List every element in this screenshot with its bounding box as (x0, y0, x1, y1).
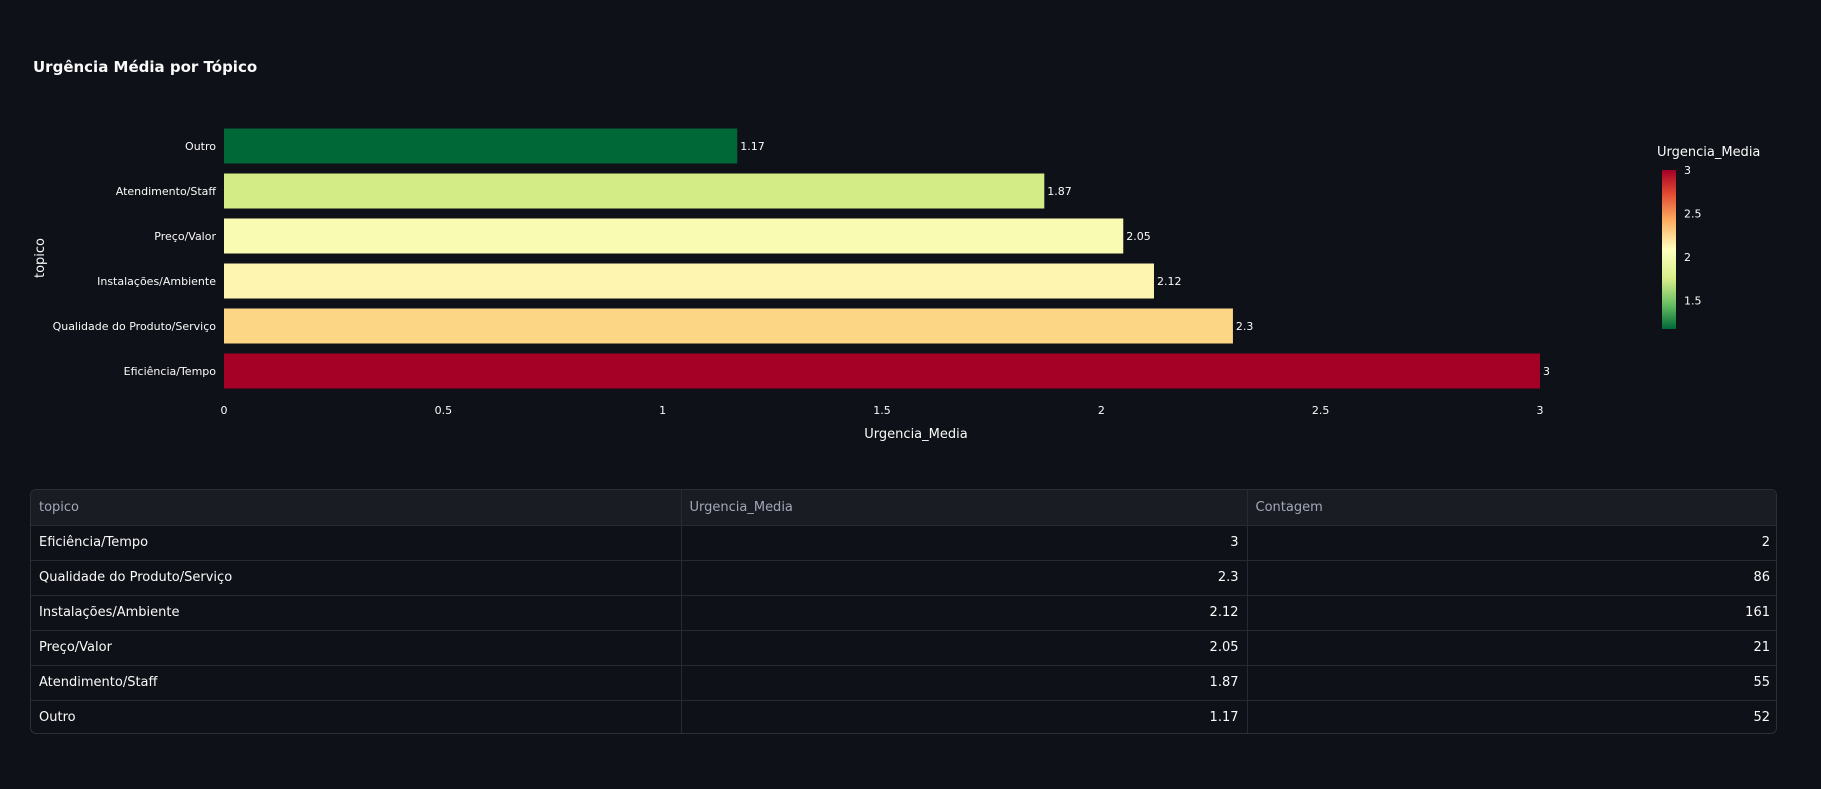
cell-topico[interactable]: Atendimento/Staff (31, 665, 682, 701)
bar (224, 128, 738, 164)
column-header-urgencia-media[interactable]: Urgencia_Media (681, 490, 1248, 526)
x-tick-label: 2.5 (1312, 404, 1330, 417)
cell-urgencia-media[interactable]: 3 (681, 525, 1248, 561)
colorbar-title: Urgencia_Media (1657, 145, 1760, 160)
x-tick-label: 2 (1098, 404, 1105, 417)
table-row[interactable]: Instalações/Ambiente 2.12 161 (31, 595, 1776, 631)
cell-contagem[interactable]: 86 (1247, 560, 1776, 596)
colorbar-tick-label: 2.5 (1684, 207, 1702, 220)
cell-contagem[interactable]: 161 (1247, 595, 1776, 631)
x-axis-ticks: 0 0.5 1 1.5 2 2.5 3 (221, 404, 1544, 417)
cell-topico[interactable]: Eficiência/Tempo (31, 525, 682, 561)
cell-urgencia-media[interactable]: 2.12 (681, 595, 1248, 631)
colorbar: Urgencia_Media 3 2.5 2 1.5 (1657, 145, 1760, 329)
colorbar-ticks: 3 2.5 2 1.5 (1684, 164, 1702, 307)
x-tick-label: 1.5 (873, 404, 891, 417)
x-tick-label: 0 (221, 404, 228, 417)
bar-value-label: 2.05 (1126, 230, 1151, 243)
colorbar-tick-label: 3 (1684, 164, 1691, 177)
y-tick-label: Qualidade do Produto/Serviço (53, 320, 217, 333)
bar (224, 263, 1154, 299)
chart-title: Urgência Média por Tópico (33, 58, 257, 76)
table-row[interactable]: Preço/Valor 2.05 21 (31, 630, 1776, 666)
table-row[interactable]: Outro 1.17 52 (31, 700, 1776, 733)
cell-contagem[interactable]: 21 (1247, 630, 1776, 666)
bar (224, 308, 1233, 344)
x-tick-label: 3 (1537, 404, 1544, 417)
cell-urgencia-media[interactable]: 2.05 (681, 630, 1248, 666)
cell-urgencia-media[interactable]: 1.17 (681, 700, 1248, 733)
x-tick-label: 1 (659, 404, 666, 417)
data-table[interactable]: topico Urgencia_Media Contagem Eficiênci… (30, 489, 1777, 734)
y-tick-label: Outro (185, 140, 216, 153)
bars-layer: Outro 1.17 Atendimento/Staff 1.87 Preço/Valo… (53, 128, 1550, 389)
cell-contagem[interactable]: 55 (1247, 665, 1776, 701)
table-header-row: topico Urgencia_Media Contagem (31, 490, 1776, 526)
column-header-contagem[interactable]: Contagem (1247, 490, 1776, 526)
table-row[interactable]: Eficiência/Tempo 3 2 (31, 525, 1776, 561)
bar (224, 353, 1540, 389)
cell-topico[interactable]: Preço/Valor (31, 630, 682, 666)
cell-contagem[interactable]: 2 (1247, 525, 1776, 561)
y-tick-label: Instalações/Ambiente (97, 275, 216, 288)
y-tick-label: Eficiência/Tempo (124, 365, 217, 378)
cell-urgencia-media[interactable]: 1.87 (681, 665, 1248, 701)
cell-urgencia-media[interactable]: 2.3 (681, 560, 1248, 596)
y-axis-title: topico (33, 238, 48, 278)
colorbar-tick-label: 2 (1684, 251, 1691, 264)
cell-topico[interactable]: Instalações/Ambiente (31, 595, 682, 631)
y-tick-label: Preço/Valor (154, 230, 216, 243)
bar (224, 173, 1045, 209)
cell-topico[interactable]: Outro (31, 700, 682, 733)
bar-value-label: 1.17 (740, 140, 765, 153)
colorbar-tick-label: 1.5 (1684, 294, 1702, 307)
bar-chart: Urgência Média por Tópico topico Urgenci… (33, 58, 1760, 442)
bar (224, 218, 1124, 254)
x-tick-label: 0.5 (435, 404, 453, 417)
bar-value-label: 1.87 (1047, 185, 1072, 198)
y-tick-label: Atendimento/Staff (116, 185, 217, 198)
cell-topico[interactable]: Qualidade do Produto/Serviço (31, 560, 682, 596)
cell-contagem[interactable]: 52 (1753, 710, 1770, 726)
table-row[interactable]: Qualidade do Produto/Serviço 2.3 86 (31, 560, 1776, 596)
bar-value-label: 3 (1543, 365, 1550, 378)
x-axis-title: Urgencia_Media (864, 427, 967, 442)
column-header-topico[interactable]: topico (31, 490, 682, 526)
table-row[interactable]: Atendimento/Staff 1.87 55 (31, 665, 1776, 701)
bar-value-label: 2.3 (1236, 320, 1254, 333)
bar-value-label: 2.12 (1157, 275, 1182, 288)
colorbar-gradient (1662, 170, 1676, 329)
